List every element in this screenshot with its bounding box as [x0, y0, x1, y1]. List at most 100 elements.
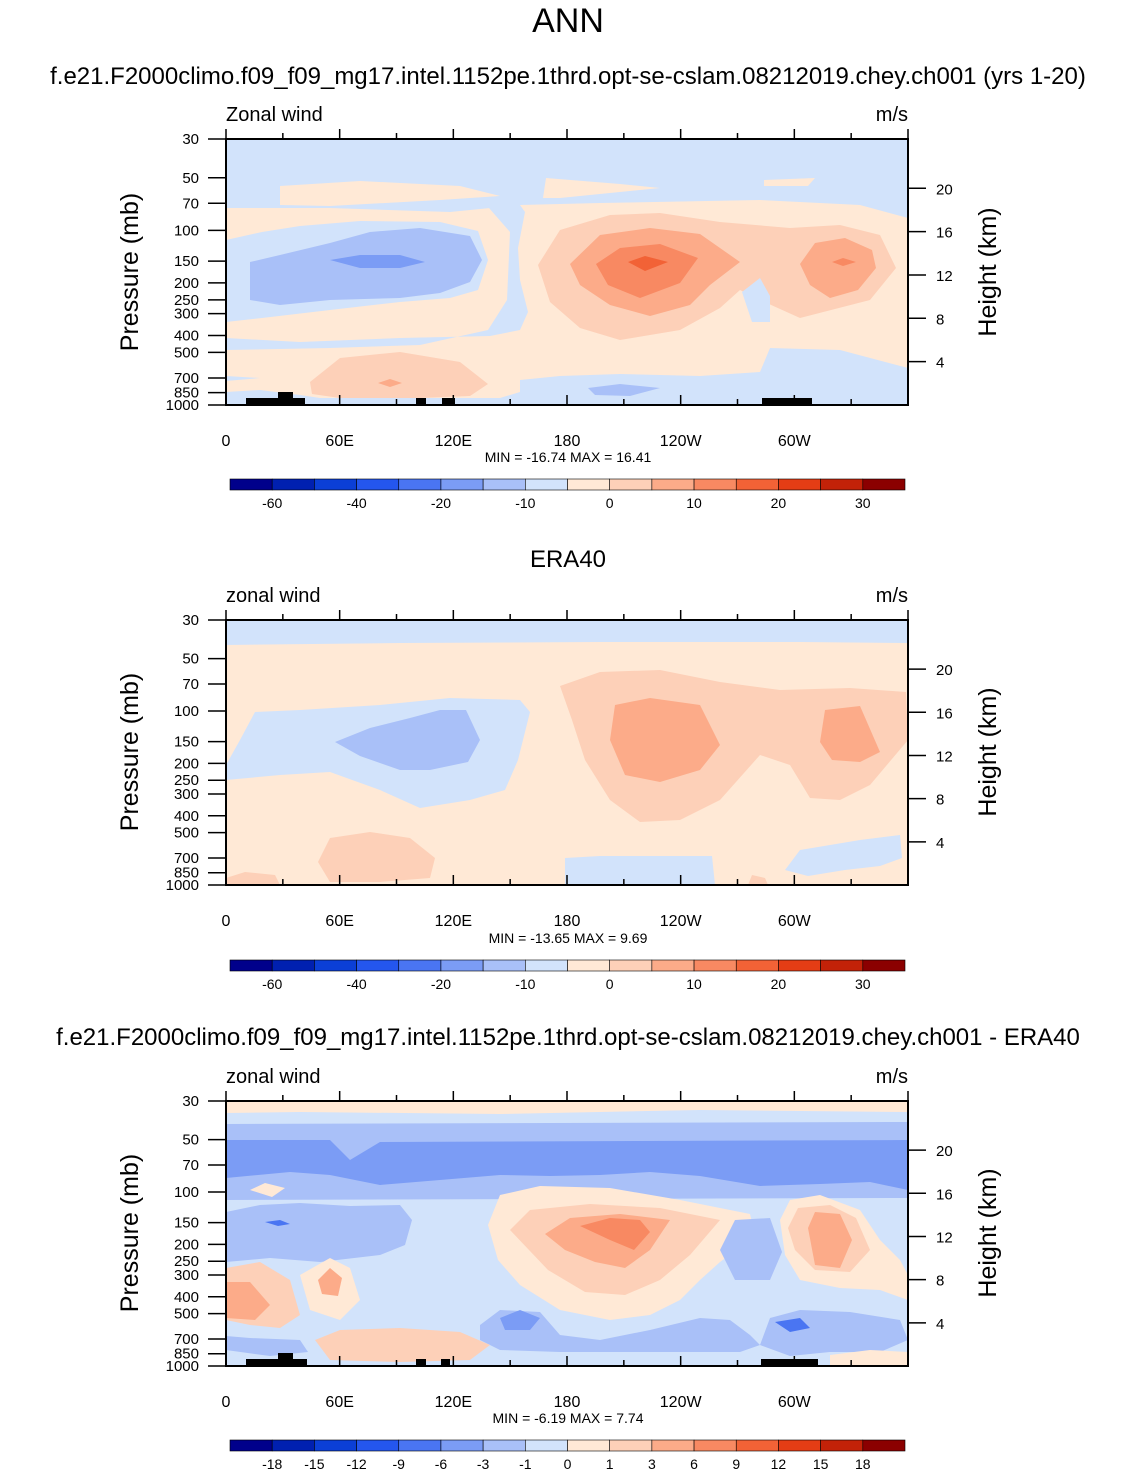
y-tick-label: 850 — [174, 865, 199, 882]
colorbar-swatch — [693, 1439, 737, 1452]
panel-2-y2label: Height (km) — [974, 687, 1002, 816]
colorbar-label: -1 — [519, 1456, 532, 1472]
colorbar-label: 3 — [648, 1456, 656, 1472]
y-tick-label: 200 — [174, 275, 199, 292]
colorbar-label: -20 — [431, 976, 451, 992]
panel-1-surface-west-atlantic — [226, 362, 260, 378]
x-tick-label: 60W — [778, 913, 812, 930]
y2-tick-label: 12 — [936, 1229, 953, 1246]
y-tick-label: 850 — [174, 1346, 199, 1363]
colorbar-swatch — [778, 1439, 821, 1452]
panel-3-surface-negative-east-core — [775, 1318, 810, 1332]
panel-1-left-label: Zonal wind — [226, 104, 323, 126]
panel-2-ylabel: Pressure (mb) — [116, 673, 144, 831]
colorbar-swatch — [820, 478, 864, 491]
colorbar-swatch — [398, 478, 442, 491]
y-tick-label: 1000 — [166, 877, 199, 894]
colorbar-label: 0 — [606, 495, 614, 511]
x-tick-label: 0 — [222, 433, 231, 450]
panel-2-stratosphere-easterly — [226, 620, 908, 645]
panel-1-topography-asia — [416, 398, 426, 405]
y2-tick-label: 4 — [936, 835, 944, 852]
y-tick-label: 850 — [174, 385, 199, 402]
x-tick-label: 60E — [325, 913, 353, 930]
y-tick-label: 500 — [174, 1306, 199, 1323]
colorbar-swatch — [651, 1439, 695, 1452]
panel-3-negative-core — [265, 1220, 290, 1226]
y-tick-label: 30 — [182, 612, 199, 629]
colorbar-swatch — [482, 959, 526, 972]
x-tick-label: 60E — [325, 433, 353, 450]
y-tick-label: 300 — [174, 1267, 199, 1284]
x-tick-label: 120W — [660, 433, 703, 450]
colorbar-swatch — [651, 478, 695, 491]
colorbar-swatch — [778, 478, 821, 491]
panel-3-left-label: zonal wind — [226, 1066, 321, 1088]
panel-3-y2label: Height (km) — [974, 1168, 1002, 1297]
panel-3-band-medium — [226, 1140, 908, 1190]
y-tick-label: 400 — [174, 1289, 199, 1306]
y-tick-label: 700 — [174, 850, 199, 867]
colorbar-label: 30 — [855, 495, 871, 511]
panel-3-mid-negative-core — [500, 1310, 540, 1330]
colorbar-label: 20 — [771, 495, 787, 511]
colorbar-label: -60 — [262, 495, 282, 511]
y-tick-label: 1000 — [166, 397, 199, 414]
y2-tick-label: 8 — [936, 311, 944, 328]
panel-3-top-positive — [226, 1101, 908, 1114]
colorbar-swatch — [271, 1439, 315, 1452]
panel-1-pacific-jet-core — [628, 256, 668, 271]
colorbar-label: 1 — [606, 1456, 614, 1472]
y2-tick-label: 8 — [936, 1273, 944, 1290]
colorbar-label: -9 — [393, 1456, 406, 1472]
colorbar-swatch — [398, 959, 442, 972]
colorbar-swatch — [567, 1439, 610, 1452]
colorbar-swatch — [735, 478, 779, 491]
colorbar-swatch — [356, 478, 400, 491]
colorbar-swatch — [525, 959, 568, 972]
colorbar-swatch — [440, 959, 484, 972]
x-tick-label: 120E — [435, 913, 472, 930]
y-tick-label: 200 — [174, 1236, 199, 1253]
colorbar-swatch — [314, 959, 357, 972]
colorbar-swatch — [778, 959, 821, 972]
colorbar-swatch — [525, 1439, 568, 1452]
panel-2-contours — [226, 620, 908, 885]
panel-1-colorbar: -60 -40 -20 -10 0 10 20 30 — [229, 478, 906, 511]
y2-tick-label: 12 — [936, 748, 953, 765]
panel-2: ERA40 zonal wind m/s — [116, 546, 1002, 992]
panel-1-ylabel: Pressure (mb) — [116, 193, 144, 351]
y2-tick-label: 4 — [936, 355, 944, 372]
x-tick-label: 60W — [778, 1394, 812, 1411]
y-tick-label: 500 — [174, 344, 199, 361]
y-tick-label: 300 — [174, 786, 199, 803]
y2-tick-label: 20 — [936, 181, 953, 198]
panel-3-surface-positive — [315, 1328, 490, 1362]
y-tick-label: 50 — [182, 1132, 199, 1149]
colorbar-swatch — [735, 959, 779, 972]
panel-3-topography-africa — [246, 1353, 307, 1366]
y-tick-label: 250 — [174, 292, 199, 309]
colorbar-label: 0 — [564, 1456, 572, 1472]
colorbar-swatch — [693, 478, 737, 491]
panel-3-atlantic-positive-core — [808, 1212, 852, 1268]
y2-tick-label: 20 — [936, 662, 953, 679]
y2-tick-label: 4 — [936, 1316, 944, 1333]
panel-3-title: f.e21.F2000climo.f09_f09_mg17.intel.1152… — [56, 1024, 1080, 1051]
x-tick-label: 120E — [435, 433, 472, 450]
colorbar-swatch — [229, 959, 273, 972]
panel-3-west-positive-core — [226, 1282, 270, 1320]
colorbar-swatch — [567, 959, 610, 972]
colorbar-swatch — [862, 478, 906, 491]
y-tick-label: 250 — [174, 1253, 199, 1270]
y-tick-label: 500 — [174, 825, 199, 842]
colorbar-label: -10 — [515, 495, 535, 511]
colorbar-label: 30 — [855, 976, 871, 992]
panel-1-stratosphere-westerly-3 — [764, 178, 815, 186]
panel-1-lower-easterly — [226, 200, 528, 350]
colorbar-swatch — [356, 1439, 400, 1452]
panel-1-topography-americas — [762, 398, 812, 405]
colorbar-swatch — [820, 1439, 864, 1452]
y2-tick-label: 12 — [936, 268, 953, 285]
